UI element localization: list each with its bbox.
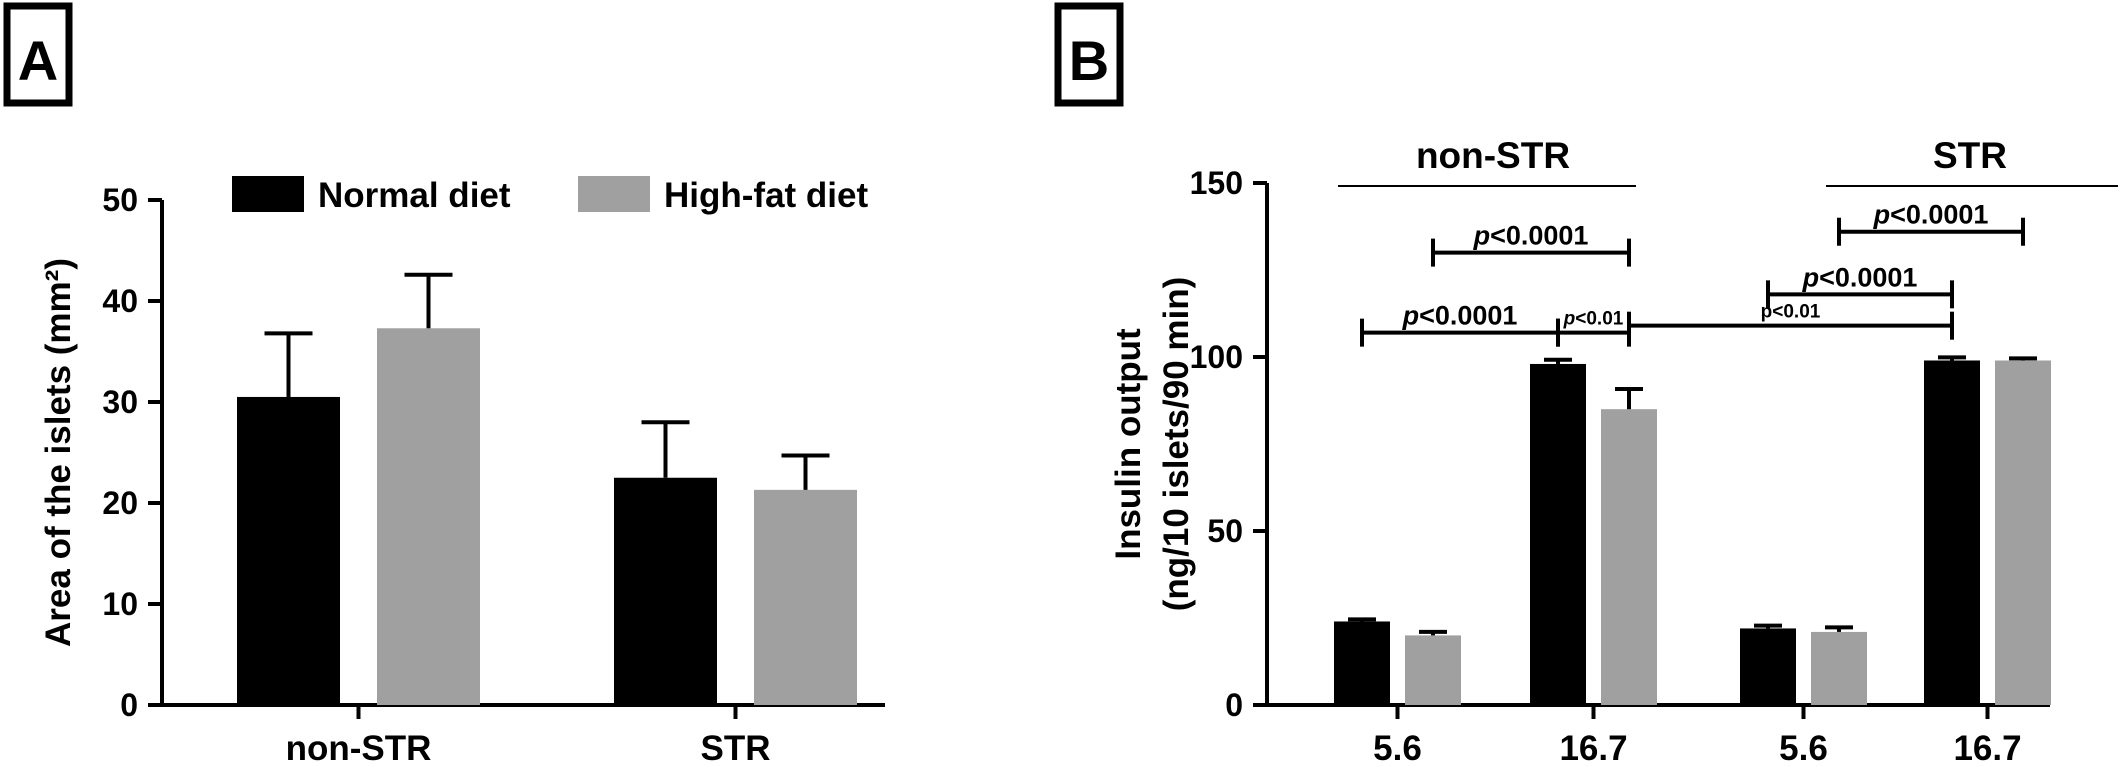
significance-bracket: p<0.0001 — [1360, 301, 1560, 347]
legend-swatch-a — [232, 176, 304, 212]
y-tick-label-a: 50 — [102, 182, 138, 218]
bar-b — [1334, 621, 1390, 705]
bar-b — [1924, 360, 1980, 705]
y-tick-label-a: 20 — [102, 485, 138, 521]
group-label-b: non-STR — [1416, 135, 1570, 176]
bar-b — [1995, 360, 2051, 705]
x-tick-label-b: 5.6 — [1779, 729, 1828, 767]
significance-bracket: p<0.0001 — [1431, 221, 1631, 267]
significance-bracket: p<0.01 — [1556, 309, 1631, 347]
y-axis-label-a: Area of the islets (mm²) — [39, 258, 78, 647]
bar-b — [1811, 631, 1867, 705]
bracket-label: p<0.0001 — [1473, 221, 1589, 251]
panel-a-label: A — [3, 2, 73, 107]
chart-a: 0 10 20 30 40 50 Area of the islets (mm²) non-S… — [39, 176, 885, 767]
x-tick-label-a: STR — [701, 729, 771, 767]
bracket-label-italic: p — [1402, 301, 1420, 331]
legend-label-a: High-fat diet — [664, 176, 868, 215]
bracket-label-rest: <0.0001 — [1419, 301, 1517, 331]
y-tick-label-a: 10 — [102, 586, 138, 622]
bracket-label-italic: p — [1563, 309, 1576, 330]
significance-bracket: p<0.01 — [1627, 302, 1954, 340]
bracket-label-italic: p — [1802, 262, 1820, 292]
bracket-label-rest: <0.0001 — [1490, 221, 1588, 251]
legend-label-a: Normal diet — [318, 176, 511, 215]
x-tick-label-b: 16.7 — [1953, 729, 2021, 767]
bracket-label: p<0.0001 — [1402, 301, 1518, 331]
x-tick-label-a: non-STR — [286, 729, 432, 767]
bar-b — [1405, 635, 1461, 705]
y-axis-label-b-line1: Insulin output — [1109, 328, 1148, 560]
bracket-label: p<0.01 — [1761, 302, 1821, 323]
significance-bracket: p<0.0001 — [1837, 200, 2025, 246]
bracket-label-italic: p — [1873, 200, 1891, 230]
y-tick-label-b: 50 — [1207, 513, 1243, 549]
bar-a — [237, 396, 340, 705]
x-tick-label-b: 16.7 — [1559, 729, 1627, 767]
bar-a — [614, 477, 717, 705]
bar-b — [1530, 363, 1586, 705]
bar-a — [377, 328, 480, 705]
bracket-label-rest: p<0.01 — [1761, 302, 1821, 323]
bar-b — [1740, 628, 1796, 705]
y-tick-label-b: 150 — [1190, 165, 1243, 201]
significance-bracket: p<0.0001 — [1766, 262, 1954, 309]
bracket-label: p<0.0001 — [1802, 262, 1918, 292]
panel-b-label: B — [1054, 2, 1124, 107]
y-tick-label-a: 0 — [120, 687, 138, 723]
panel-b-letter: B — [1069, 29, 1109, 92]
bracket-label-rest: <0.01 — [1575, 309, 1624, 330]
y-tick-label-b: 0 — [1225, 687, 1243, 723]
legend-swatch-a — [578, 176, 650, 212]
bar-b — [1601, 409, 1657, 705]
y-tick-label-a: 30 — [102, 384, 138, 420]
x-tick-label-b: 5.6 — [1373, 729, 1422, 767]
y-tick-label-b: 100 — [1190, 339, 1243, 375]
bracket-label: p<0.0001 — [1873, 200, 1989, 230]
bar-a — [754, 489, 857, 705]
panel-a-letter: A — [18, 29, 58, 92]
y-axis-label-b-line2: (ng/10 islets/90 min) — [1157, 277, 1196, 612]
bracket-label: p<0.01 — [1563, 309, 1624, 330]
group-label-b: STR — [1933, 135, 2007, 176]
bracket-label-rest: <0.0001 — [1890, 200, 1988, 230]
chart-b: 0 50 100 150 Insulin output (ng/10 islets/90 … — [1109, 135, 2118, 767]
bracket-label-italic: p — [1473, 221, 1491, 251]
y-tick-label-a: 40 — [102, 283, 138, 319]
bracket-label-rest: <0.0001 — [1819, 262, 1917, 292]
